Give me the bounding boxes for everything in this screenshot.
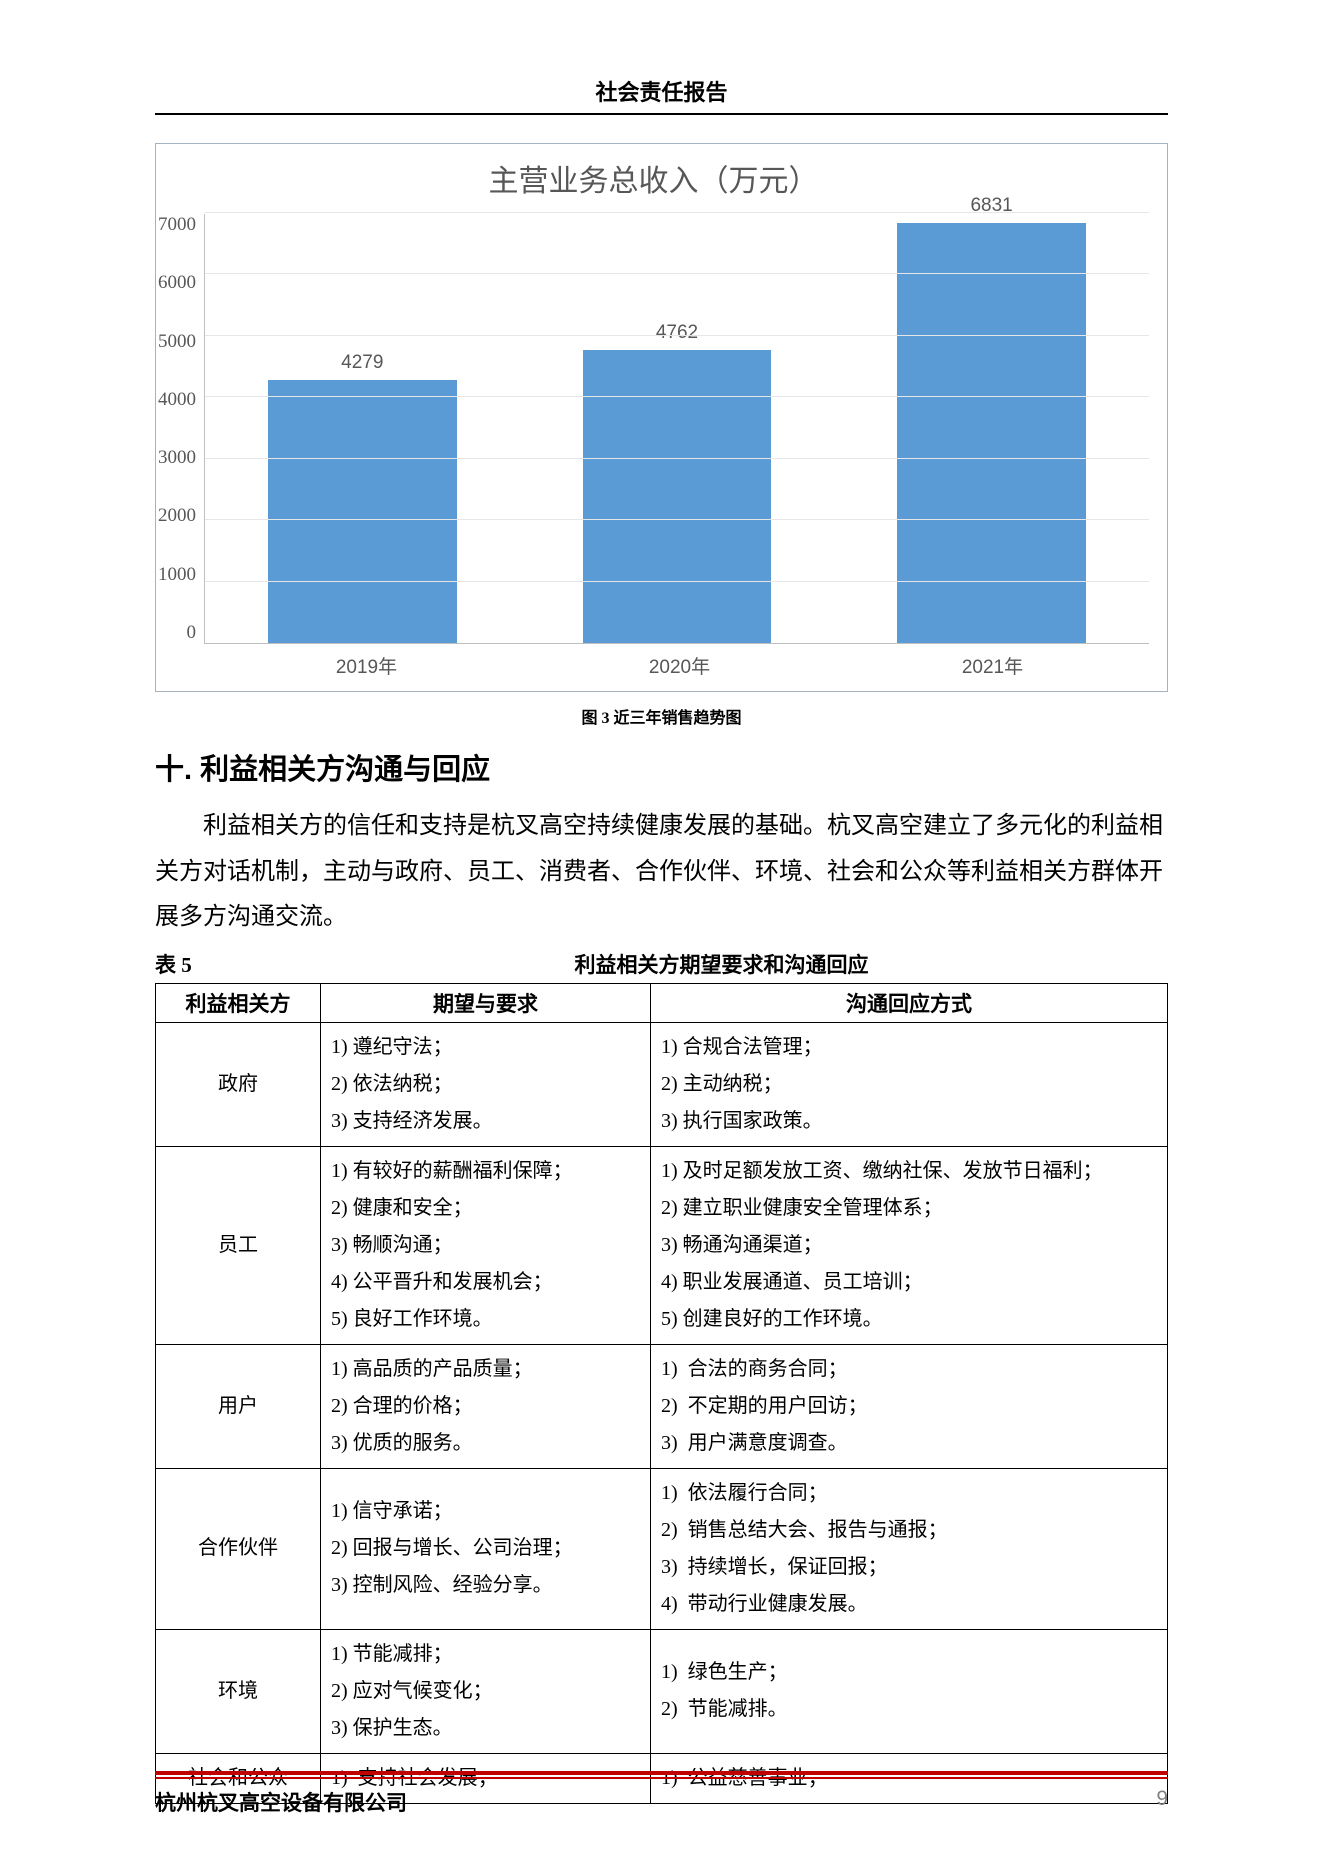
bar [268, 380, 457, 643]
revenue-chart: 主营业务总收入（万元） 7000 6000 5000 4000 3000 2000 1000… [155, 143, 1168, 692]
grid-line [205, 519, 1149, 520]
y-tick: 0 [187, 622, 197, 644]
table-row: 环境1) 节能减排； 2) 应对气候变化； 3) 保护生态。1) 绿色生产； 2… [156, 1629, 1168, 1753]
footer-page-number: 9 [1156, 1787, 1168, 1817]
page-footer: 杭州杭叉高空设备有限公司 9 [155, 1787, 1168, 1817]
chart-caption: 图 3 近三年销售趋势图 [155, 704, 1168, 728]
header-rule [155, 113, 1168, 115]
y-tick: 6000 [158, 272, 196, 294]
y-tick: 2000 [158, 505, 196, 527]
col-respond: 沟通回应方式 [651, 983, 1168, 1022]
footer-company: 杭州杭叉高空设备有限公司 [155, 1787, 407, 1817]
cell-respond: 1) 绿色生产； 2) 节能减排。 [651, 1629, 1168, 1753]
footer-rule [155, 1771, 1168, 1779]
x-tick: 2020年 [586, 652, 774, 679]
table-row: 合作伙伴1) 信守承诺； 2) 回报与增长、公司治理； 3) 控制风险、经验分享… [156, 1468, 1168, 1629]
stakeholder-table: 利益相关方 期望与要求 沟通回应方式 政府1) 遵纪守法； 2) 依法纳税； 3… [155, 983, 1168, 1804]
x-tick: 2019年 [273, 652, 461, 679]
table-row: 用户1) 高品质的产品质量； 2) 合理的价格； 3) 优质的服务。1) 合法的… [156, 1344, 1168, 1468]
cell-party: 环境 [156, 1629, 321, 1753]
bar-value-label: 4762 [656, 322, 698, 344]
y-tick: 4000 [158, 389, 196, 411]
table-intro: 表 5 利益相关方期望要求和沟通回应 [155, 949, 1168, 979]
cell-expect: 1) 节能减排； 2) 应对气候变化； 3) 保护生态。 [321, 1629, 651, 1753]
x-tick: 2021年 [899, 652, 1087, 679]
bar-column: 4762 [583, 322, 772, 643]
section-heading: 十. 利益相关方沟通与回应 [155, 746, 1168, 788]
table-row: 员工1) 有较好的薪酬福利保障； 2) 健康和安全； 3) 畅顺沟通； 4) 公… [156, 1146, 1168, 1344]
cell-expect: 1) 信守承诺； 2) 回报与增长、公司治理； 3) 控制风险、经验分享。 [321, 1468, 651, 1629]
grid-line [205, 458, 1149, 459]
bar-column: 6831 [897, 195, 1086, 643]
bar-value-label: 6831 [970, 195, 1012, 217]
y-tick: 5000 [158, 331, 196, 353]
cell-party: 员工 [156, 1146, 321, 1344]
col-party: 利益相关方 [156, 983, 321, 1022]
chart-x-axis: 2019年 2020年 2021年 [210, 652, 1149, 679]
table-title: 利益相关方期望要求和沟通回应 [275, 949, 1168, 979]
cell-respond: 1) 及时足额发放工资、缴纳社保、发放节日福利； 2) 建立职业健康安全管理体系… [651, 1146, 1168, 1344]
cell-party: 合作伙伴 [156, 1468, 321, 1629]
section-paragraph: 利益相关方的信任和支持是杭叉高空持续健康发展的基础。杭叉高空建立了多元化的利益相… [155, 804, 1168, 941]
chart-plot-area: 427947626831 [204, 214, 1149, 644]
y-tick: 1000 [158, 564, 196, 586]
grid-line [205, 396, 1149, 397]
cell-respond: 1) 合规合法管理； 2) 主动纳税； 3) 执行国家政策。 [651, 1022, 1168, 1146]
bar [583, 350, 772, 643]
cell-expect: 1) 高品质的产品质量； 2) 合理的价格； 3) 优质的服务。 [321, 1344, 651, 1468]
chart-bars: 427947626831 [205, 214, 1149, 643]
y-tick: 7000 [158, 214, 196, 236]
y-tick: 3000 [158, 447, 196, 469]
chart-y-axis: 7000 6000 5000 4000 3000 2000 1000 0 [158, 214, 204, 644]
cell-expect: 1) 遵纪守法； 2) 依法纳税； 3) 支持经济发展。 [321, 1022, 651, 1146]
chart-title: 主营业务总收入（万元） [158, 156, 1149, 200]
grid-line [205, 581, 1149, 582]
grid-line [205, 212, 1149, 213]
col-expect: 期望与要求 [321, 983, 651, 1022]
cell-respond: 1) 依法履行合同； 2) 销售总结大会、报告与通报； 3) 持续增长，保证回报… [651, 1468, 1168, 1629]
cell-respond: 1) 合法的商务合同； 2) 不定期的用户回访； 3) 用户满意度调查。 [651, 1344, 1168, 1468]
cell-party: 政府 [156, 1022, 321, 1146]
grid-line [205, 273, 1149, 274]
cell-party: 用户 [156, 1344, 321, 1468]
table-row: 政府1) 遵纪守法； 2) 依法纳税； 3) 支持经济发展。1) 合规合法管理；… [156, 1022, 1168, 1146]
bar-value-label: 4279 [341, 352, 383, 374]
table-header-row: 利益相关方 期望与要求 沟通回应方式 [156, 983, 1168, 1022]
grid-line [205, 335, 1149, 336]
cell-expect: 1) 有较好的薪酬福利保障； 2) 健康和安全； 3) 畅顺沟通； 4) 公平晋… [321, 1146, 651, 1344]
table-label: 表 5 [155, 949, 275, 979]
page-header: 社会责任报告 [155, 75, 1168, 107]
